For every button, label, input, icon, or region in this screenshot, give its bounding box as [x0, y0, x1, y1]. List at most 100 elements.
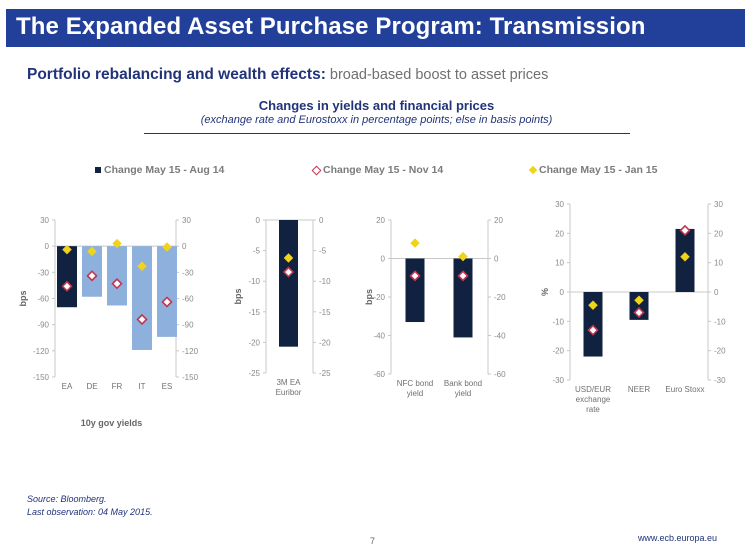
tick-label-right: 0 — [319, 216, 324, 225]
category-label: rate — [586, 405, 600, 414]
red-diamond-marker — [409, 270, 421, 282]
tick-label-left: -60 — [37, 295, 49, 304]
tick-label-left: -60 — [373, 370, 385, 379]
bar — [132, 246, 152, 350]
tick-label-right: -20 — [319, 338, 331, 347]
last-observation-note: Last observation: 04 May 2015. — [27, 507, 153, 517]
tick-label-right: 10 — [714, 259, 723, 268]
tick-label-right: -10 — [714, 317, 726, 326]
red-diamond-marker — [587, 324, 599, 336]
bar — [107, 246, 127, 306]
tick-label-right: 20 — [714, 229, 723, 238]
tick-label-right: -60 — [494, 370, 506, 379]
red-diamond-marker — [136, 313, 148, 326]
category-label: 3M EA — [276, 378, 301, 387]
tick-label-left: 0 — [256, 216, 261, 225]
category-label: FR — [112, 382, 123, 391]
tick-label-right: 30 — [182, 216, 191, 225]
tick-label-left: -10 — [552, 317, 564, 326]
red-diamond-marker — [282, 266, 295, 278]
red-diamond-marker — [161, 296, 173, 308]
category-label: DE — [86, 382, 97, 391]
tick-label-left: -5 — [253, 247, 261, 256]
website-url: www.ecb.europa.eu — [637, 533, 717, 543]
tick-label-right: -30 — [182, 268, 194, 277]
red-diamond-marker — [679, 224, 691, 237]
tick-label-right: 0 — [714, 288, 719, 297]
tick-label-left: -20 — [373, 293, 385, 302]
yellow-diamond-marker — [137, 261, 147, 272]
tick-label-right: -60 — [182, 295, 194, 304]
yellow-diamond-marker — [680, 251, 690, 262]
tick-label-left: 0 — [45, 242, 50, 251]
yellow-diamond-marker — [588, 300, 598, 311]
tick-label-left: -120 — [33, 347, 50, 356]
tick-label-left: -10 — [248, 277, 260, 286]
tick-label-right: 0 — [494, 255, 499, 264]
tick-label-left: 0 — [381, 255, 386, 264]
tick-label-left: -15 — [248, 308, 260, 317]
bar — [453, 258, 473, 338]
chart-title: Changes in yields and financial prices — [258, 98, 495, 113]
tick-label-left: 30 — [555, 200, 564, 209]
tick-label-right: -20 — [494, 293, 506, 302]
tick-label-left: -40 — [373, 332, 385, 341]
group-label: 10y gov yields — [81, 418, 143, 428]
tick-label-left: -90 — [37, 321, 49, 330]
bar — [57, 246, 77, 308]
title-bar: The Expanded Asset Purchase Program: Tra… — [6, 9, 745, 47]
tick-label-left: 10 — [555, 259, 564, 268]
slide-subtitle: Portfolio rebalancing and wealth effects… — [27, 66, 548, 84]
tick-label-left: -20 — [248, 338, 260, 347]
legend-item-jan15: Change May 15 - Jan 15 — [528, 164, 657, 176]
tick-label-left: 20 — [555, 229, 564, 238]
yellow-diamond-marker — [87, 246, 97, 257]
tick-label-right: -150 — [182, 373, 199, 382]
title-rule — [144, 133, 630, 134]
tick-label-left: 20 — [376, 216, 385, 225]
source-note: Source: Bloomberg. — [27, 494, 107, 504]
tick-label-right: -10 — [319, 277, 331, 286]
yellow-diamond-marker — [634, 295, 644, 306]
category-label: IT — [138, 382, 145, 391]
category-label: yield — [455, 389, 471, 398]
legend-item-nov14: Change May 15 - Nov 14 — [311, 164, 443, 176]
category-label: yield — [407, 389, 423, 398]
tick-label-right: -120 — [182, 347, 199, 356]
tick-label-left: -150 — [33, 373, 50, 382]
yellow-diamond-marker — [458, 251, 468, 262]
tick-label-right: -15 — [319, 308, 331, 317]
category-label: NFC bond — [397, 379, 433, 388]
category-label: exchange — [576, 395, 611, 404]
tick-label-left: 0 — [560, 288, 565, 297]
tick-label-right: -30 — [714, 376, 726, 385]
tick-label-right: 20 — [494, 216, 503, 225]
red-diamond-marker — [61, 280, 73, 292]
tick-label-left: -30 — [37, 268, 49, 277]
red-diamond-marker — [86, 270, 98, 282]
navy-square-icon — [95, 167, 101, 173]
tick-label-right: -40 — [494, 332, 506, 341]
subtitle-light: broad-based boost to asset prices — [325, 67, 549, 83]
category-label: EA — [62, 382, 73, 391]
yellow-diamond-marker — [112, 238, 122, 249]
category-label: Euribor — [276, 388, 302, 397]
category-label: Euro Stoxx — [665, 385, 704, 394]
legend-label: Change May 15 - Jan 15 — [539, 164, 658, 176]
red-diamond-marker — [111, 278, 123, 290]
legend-item-aug14: Change May 15 - Aug 14 — [95, 164, 224, 176]
tick-label-left: -20 — [552, 347, 564, 356]
y-axis-label: bps — [364, 289, 374, 305]
yellow-diamond-marker — [283, 253, 294, 263]
category-label: NEER — [628, 385, 650, 394]
y-axis-label: % — [540, 288, 550, 296]
bar — [405, 258, 425, 323]
page-number: 7 — [370, 536, 376, 546]
bar — [157, 246, 177, 337]
legend-label: Change May 15 - Aug 14 — [104, 164, 225, 176]
y-axis-label: bps — [18, 290, 28, 306]
legend-label: Change May 15 - Nov 14 — [323, 164, 444, 176]
yellow-diamond-marker — [162, 242, 172, 252]
tick-label-left: -25 — [248, 369, 260, 378]
y-axis-label: bps — [233, 288, 243, 304]
